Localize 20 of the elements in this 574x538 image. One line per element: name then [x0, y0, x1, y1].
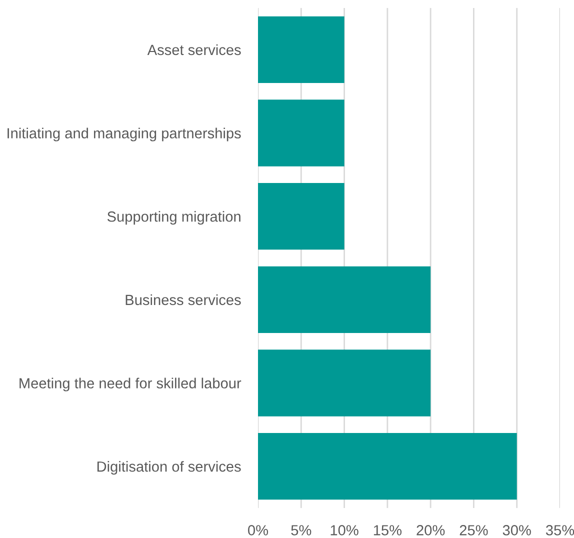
- x-tick-label: 15%: [374, 525, 402, 536]
- x-tick-label: 25%: [460, 525, 488, 536]
- y-tick-label: Initiating and managing partnerships: [8, 128, 241, 142]
- y-tick-label: Digitisation of services: [97, 461, 241, 475]
- x-tick-label: 0%: [248, 525, 268, 536]
- x-tick-label: 20%: [416, 525, 445, 536]
- y-tick-label: Supporting migration: [107, 211, 240, 225]
- y-tick-label: Meeting the need for skilled labour: [20, 378, 242, 392]
- y-tick-label: Business services: [126, 294, 241, 306]
- x-tick-label: 10%: [330, 525, 358, 536]
- bar: [258, 350, 431, 416]
- bar: [258, 266, 431, 333]
- x-tick-label: 5%: [291, 525, 312, 536]
- x-tick-label: 30%: [502, 525, 531, 536]
- y-tick-label: Asset services: [147, 44, 241, 56]
- bar: [258, 433, 517, 500]
- bar: [258, 16, 344, 83]
- bar: [258, 100, 344, 166]
- bar: [258, 183, 344, 250]
- x-tick-label: 35%: [546, 525, 574, 536]
